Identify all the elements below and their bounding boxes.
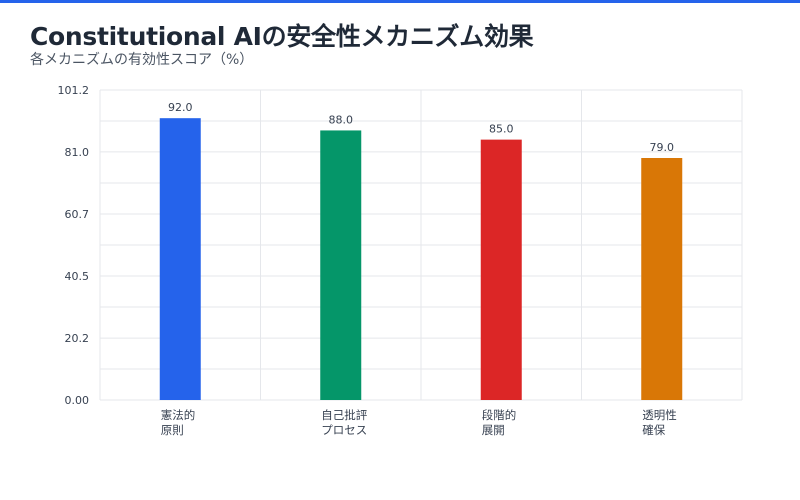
y-tick-label: 20.2 [65,332,90,345]
x-tick-label: 透明性確保 [642,408,677,437]
bar-value-label: 88.0 [329,113,354,126]
x-axis: 憲法的原則 自己批評プロセス 段階的展開 透明性確保 [161,408,677,437]
x-tick-label-line: 自己批評 [321,408,367,422]
chart-subtitle: 各メカニズムの有効性スコア（%） [30,52,254,68]
bar [320,130,362,400]
top-accent-bar [0,0,800,3]
y-tick-label: 40.5 [65,270,90,283]
x-tick-label: 憲法的原則 [161,408,196,437]
x-tick-label: 段階的展開 [482,408,517,437]
x-tick-label-line: プロセス [321,423,367,437]
bar-value-label: 92.0 [168,101,193,114]
bar [641,158,683,400]
x-tick-label-line: 確保 [642,423,665,437]
bar-value-label: 85.0 [489,123,514,136]
x-tick-label-line: 段階的 [482,408,517,422]
y-tick-label: 60.7 [65,208,90,221]
bar-value-label: 79.0 [650,141,675,154]
x-tick-label-line: 展開 [482,423,505,437]
y-axis: 0.00 20.2 40.5 60.7 81.0 101.2 [58,84,90,407]
grid-lines [99,89,743,401]
x-tick-label-line: 透明性 [642,408,677,422]
x-tick-label: 自己批評プロセス [321,408,367,437]
bars [159,118,683,400]
chart-title: Constitutional AIの安全性メカニズム効果 [30,22,534,51]
y-tick-label: 101.2 [58,84,90,97]
x-tick-label-line: 憲法的 [161,408,196,422]
x-tick-label-line: 原則 [161,423,184,437]
y-tick-label: 81.0 [65,146,90,159]
bar [480,139,522,400]
y-tick-label: 0.00 [65,394,90,407]
data-labels: 92.0 88.0 85.0 79.0 [168,101,674,154]
bar [159,118,201,400]
